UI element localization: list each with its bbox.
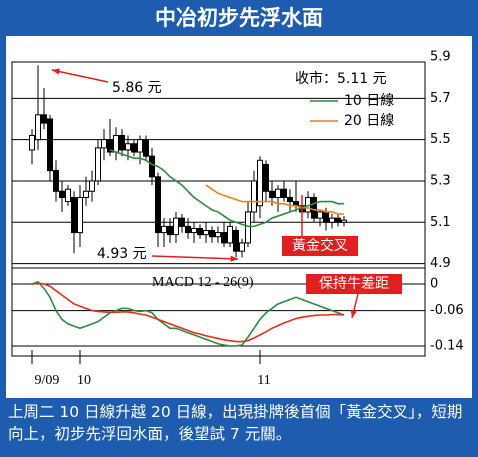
chart: 中冶初步先浮水面 4.9 5.1 5.3 5.5 5.7 5.9 10 日線 20 日線 9/0… — [6, 6, 472, 398]
candle-body — [71, 196, 77, 234]
candle-body — [143, 139, 149, 157]
line — [31, 280, 345, 347]
y-tick-label: 5.9 — [430, 50, 451, 65]
x-tick-label: 9/09 — [35, 373, 60, 388]
candle-body — [323, 211, 329, 223]
annotation: 黃金交叉 — [292, 237, 348, 254]
annotation: 保持牛差距 — [319, 276, 389, 292]
y-tick-label: -0.06 — [430, 303, 464, 318]
candle-body — [287, 196, 293, 203]
candle-body — [95, 147, 101, 182]
candle-body — [83, 190, 89, 198]
candle-body — [47, 118, 53, 172]
candle-body — [59, 190, 65, 198]
candle-body — [41, 114, 47, 124]
candle-body — [341, 219, 347, 223]
legend-label: 10 日線 — [344, 93, 394, 109]
line — [205, 184, 344, 215]
label-box — [282, 236, 358, 256]
candle-body — [161, 225, 167, 234]
x-tick-label: 10 — [77, 373, 91, 388]
candle-body — [197, 227, 203, 236]
candle-body — [203, 230, 209, 236]
candle-body — [221, 232, 227, 244]
candle-body — [233, 230, 239, 252]
candle-body — [245, 211, 251, 244]
candle-body — [131, 143, 137, 153]
candle-body — [251, 180, 257, 213]
candle-body — [137, 139, 143, 153]
candle-body — [317, 211, 323, 219]
candle-body — [335, 217, 341, 223]
panel-title: MACD 12 - 26(9) — [152, 275, 254, 290]
candle-body — [215, 232, 221, 238]
candle-body — [257, 159, 263, 207]
y-tick-label: 5.1 — [430, 215, 451, 230]
y-tick-label: -0.14 — [430, 338, 464, 353]
legend-label: 20 日線 — [344, 113, 394, 129]
candle-body — [149, 155, 155, 178]
y-tick-label: 4.9 — [430, 256, 451, 271]
candle-body — [101, 139, 107, 149]
candle-body — [209, 230, 215, 238]
candle-body — [77, 196, 83, 234]
chart-title: 中冶初步先浮水面 — [155, 6, 323, 30]
candle-body — [29, 134, 35, 151]
candle-body — [269, 190, 275, 198]
arrow — [151, 255, 239, 260]
annotation: 4.93 元 — [97, 246, 147, 262]
candle-body — [281, 188, 287, 198]
label-box — [306, 274, 402, 294]
y-tick-label: 0 — [430, 277, 438, 292]
arrow-head — [52, 68, 60, 75]
candle-body — [227, 225, 233, 244]
candle-body — [125, 143, 131, 151]
candle-body — [275, 188, 281, 198]
candle-body — [311, 196, 317, 219]
candle-body — [65, 188, 71, 203]
candle-body — [191, 227, 197, 234]
line — [31, 282, 345, 343]
candle-body — [113, 134, 119, 153]
candle-body — [329, 217, 335, 223]
line — [109, 149, 344, 228]
candle-body — [173, 217, 179, 236]
chart-bg — [6, 36, 472, 398]
arrow — [51, 69, 109, 83]
y-tick-label: 5.7 — [430, 91, 451, 106]
candle-body — [239, 242, 245, 252]
candle-body — [185, 225, 191, 234]
y-tick-label: 5.5 — [430, 132, 451, 147]
x-tick-label: 11 — [257, 373, 270, 388]
arrow-head — [350, 310, 357, 318]
candle-body — [263, 163, 269, 192]
candle-body — [119, 134, 125, 151]
annotation: 收市：5.11 元 — [295, 70, 387, 87]
candle-body — [155, 176, 161, 234]
arrow-head — [230, 255, 238, 262]
macd-frame — [11, 267, 426, 357]
candle-body — [35, 114, 41, 141]
candle-body — [89, 180, 95, 192]
y-tick-label: 5.3 — [430, 173, 451, 188]
caption: 上周二 10 日線升越 20 日線，出現掛牌後首個「黃金交叉」，短期向上，初步先… — [8, 403, 463, 443]
annotation: 5.86 元 — [112, 80, 162, 96]
candle-body — [53, 170, 59, 192]
candle-body — [107, 139, 113, 153]
candle-body — [179, 217, 185, 227]
candle-body — [167, 225, 173, 236]
